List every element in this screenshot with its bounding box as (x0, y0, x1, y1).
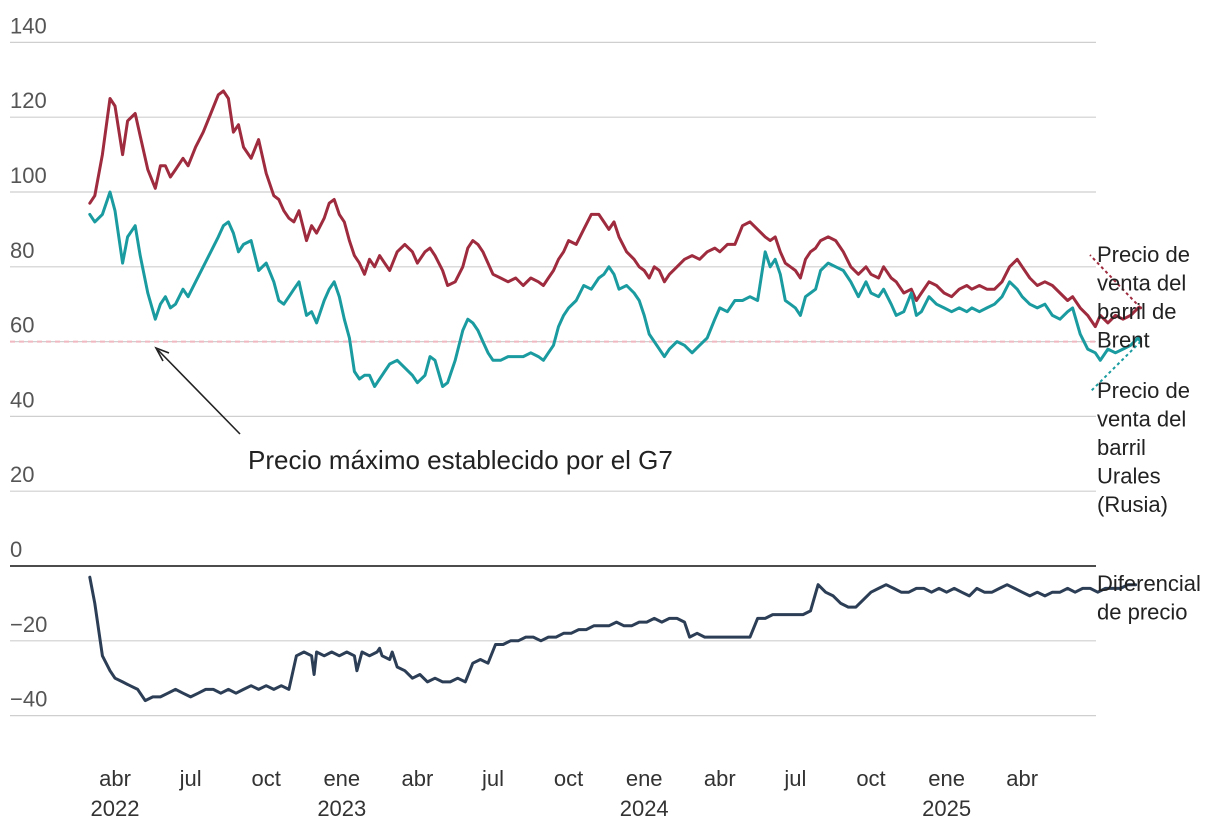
series-brent-line (88, 89, 1143, 329)
series-diferencial-line (88, 575, 1138, 703)
x-tick-month: oct (252, 766, 281, 791)
x-tick-month: abr (704, 766, 736, 791)
x-tick-year: 2025 (922, 796, 971, 821)
x-tick-month: ene (323, 766, 360, 791)
x-tick-year: 2024 (620, 796, 669, 821)
y-tick-label: 80 (10, 238, 34, 263)
y-tick-label: 120 (10, 88, 47, 113)
x-axis-ticks: abr 2022 jul oct ene 2023 abr jul oct ene 2024 abr j… (91, 766, 1039, 821)
x-tick-month: ene (626, 766, 663, 791)
series-lines (88, 89, 1143, 703)
series-legend: Precio de venta del barril de Brent Precio d… (1097, 242, 1201, 625)
y-tick-label: −20 (10, 612, 47, 637)
annotation-arrowhead-icon (154, 346, 170, 362)
price-cap-annotation: Precio máximo establecido por el G7 (154, 346, 673, 475)
y-tick-label: 60 (10, 313, 34, 338)
y-tick-label: 20 (10, 462, 34, 487)
y-tick-label: 40 (10, 387, 34, 412)
x-tick-month: oct (856, 766, 885, 791)
gridlines (10, 41, 1096, 717)
series-urales-line (88, 190, 1143, 388)
price-cap-label: Precio máximo establecido por el G7 (248, 445, 673, 475)
x-tick-year: 2023 (317, 796, 366, 821)
x-tick-month: abr (402, 766, 434, 791)
brent-leader-line (1089, 254, 1142, 309)
x-tick-month: jul (481, 766, 504, 791)
y-tick-label: −40 (10, 687, 47, 712)
annotation-arrow-line (157, 349, 241, 435)
y-tick-label: 100 (10, 163, 47, 188)
x-tick-month: jul (783, 766, 806, 791)
x-tick-month: jul (179, 766, 202, 791)
legend-diferencial-label: Diferencial de precio (1097, 571, 1201, 625)
legend-urales-label: Precio de venta del barril Urales (Rusia) (1097, 378, 1190, 517)
legend-brent-label: Precio de venta del barril de Brent (1097, 242, 1190, 353)
y-tick-label: 0 (10, 537, 22, 562)
x-tick-month: ene (928, 766, 965, 791)
x-tick-year: 2022 (91, 796, 140, 821)
x-tick-month: oct (554, 766, 583, 791)
y-axis-ticks: 140 120 100 80 60 40 20 0 −20 −40 (10, 13, 47, 711)
y-tick-label: 140 (10, 13, 47, 38)
x-tick-month: abr (99, 766, 131, 791)
x-tick-month: abr (1006, 766, 1038, 791)
